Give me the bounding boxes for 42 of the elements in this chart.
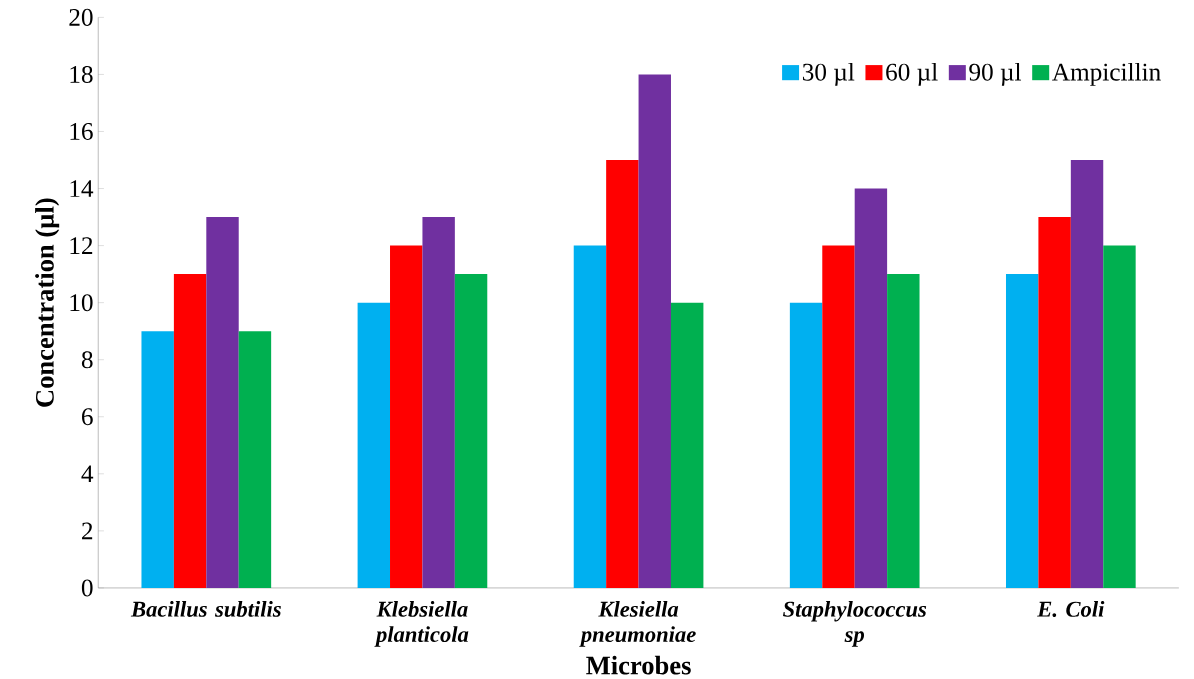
- bar: [638, 74, 671, 588]
- y-tick-label: 14: [70, 180, 94, 197]
- bar: [238, 331, 272, 588]
- y-tick-label: 2: [82, 522, 93, 540]
- x-tick-label: Bacillus subtilis: [130, 601, 281, 617]
- bar: [390, 245, 423, 588]
- bar: [573, 245, 607, 588]
- y-tick-label: 12: [70, 237, 93, 255]
- y-tick-label: 8: [81, 351, 93, 369]
- bar: [1005, 274, 1039, 588]
- bar: [854, 188, 888, 588]
- bar: [141, 331, 174, 588]
- bar: [887, 274, 920, 588]
- legend-label: 60 µl: [886, 62, 938, 86]
- y-tick-label: 4: [81, 465, 94, 483]
- y-tick-label: 16: [70, 123, 93, 141]
- y-tick-label: 10: [70, 294, 93, 312]
- x-tick-label: Klebsiella planticola: [374, 601, 469, 647]
- bar: [357, 302, 391, 588]
- bar: [1038, 217, 1071, 588]
- y-axis-title: Concentration (µl): [35, 198, 60, 407]
- y-tick-label: 0: [81, 579, 93, 597]
- bar: [173, 274, 207, 588]
- x-tick-label: Klesiella pneumoniae: [579, 601, 696, 647]
- bar: [1070, 160, 1104, 588]
- y-tick-label: 6: [82, 408, 93, 426]
- y-tick-label: 18: [70, 65, 93, 84]
- bar: [789, 302, 823, 588]
- bar: [422, 217, 455, 588]
- bar: [822, 245, 855, 588]
- bar: [670, 302, 704, 588]
- x-tick-label: Staphylococcus sp: [783, 601, 927, 647]
- legend-label: Ampicillin: [1052, 62, 1161, 86]
- bar: [606, 160, 639, 588]
- legend-label: 90 µl: [969, 62, 1022, 86]
- bar: [1103, 245, 1136, 588]
- x-axis-title: Microbes: [586, 655, 691, 675]
- legend-label: 30 µl: [802, 62, 855, 86]
- bar: [206, 217, 239, 588]
- x-tick-label: E. Coli: [1037, 601, 1105, 617]
- y-tick-label: 20: [69, 8, 93, 26]
- bar: [454, 274, 488, 588]
